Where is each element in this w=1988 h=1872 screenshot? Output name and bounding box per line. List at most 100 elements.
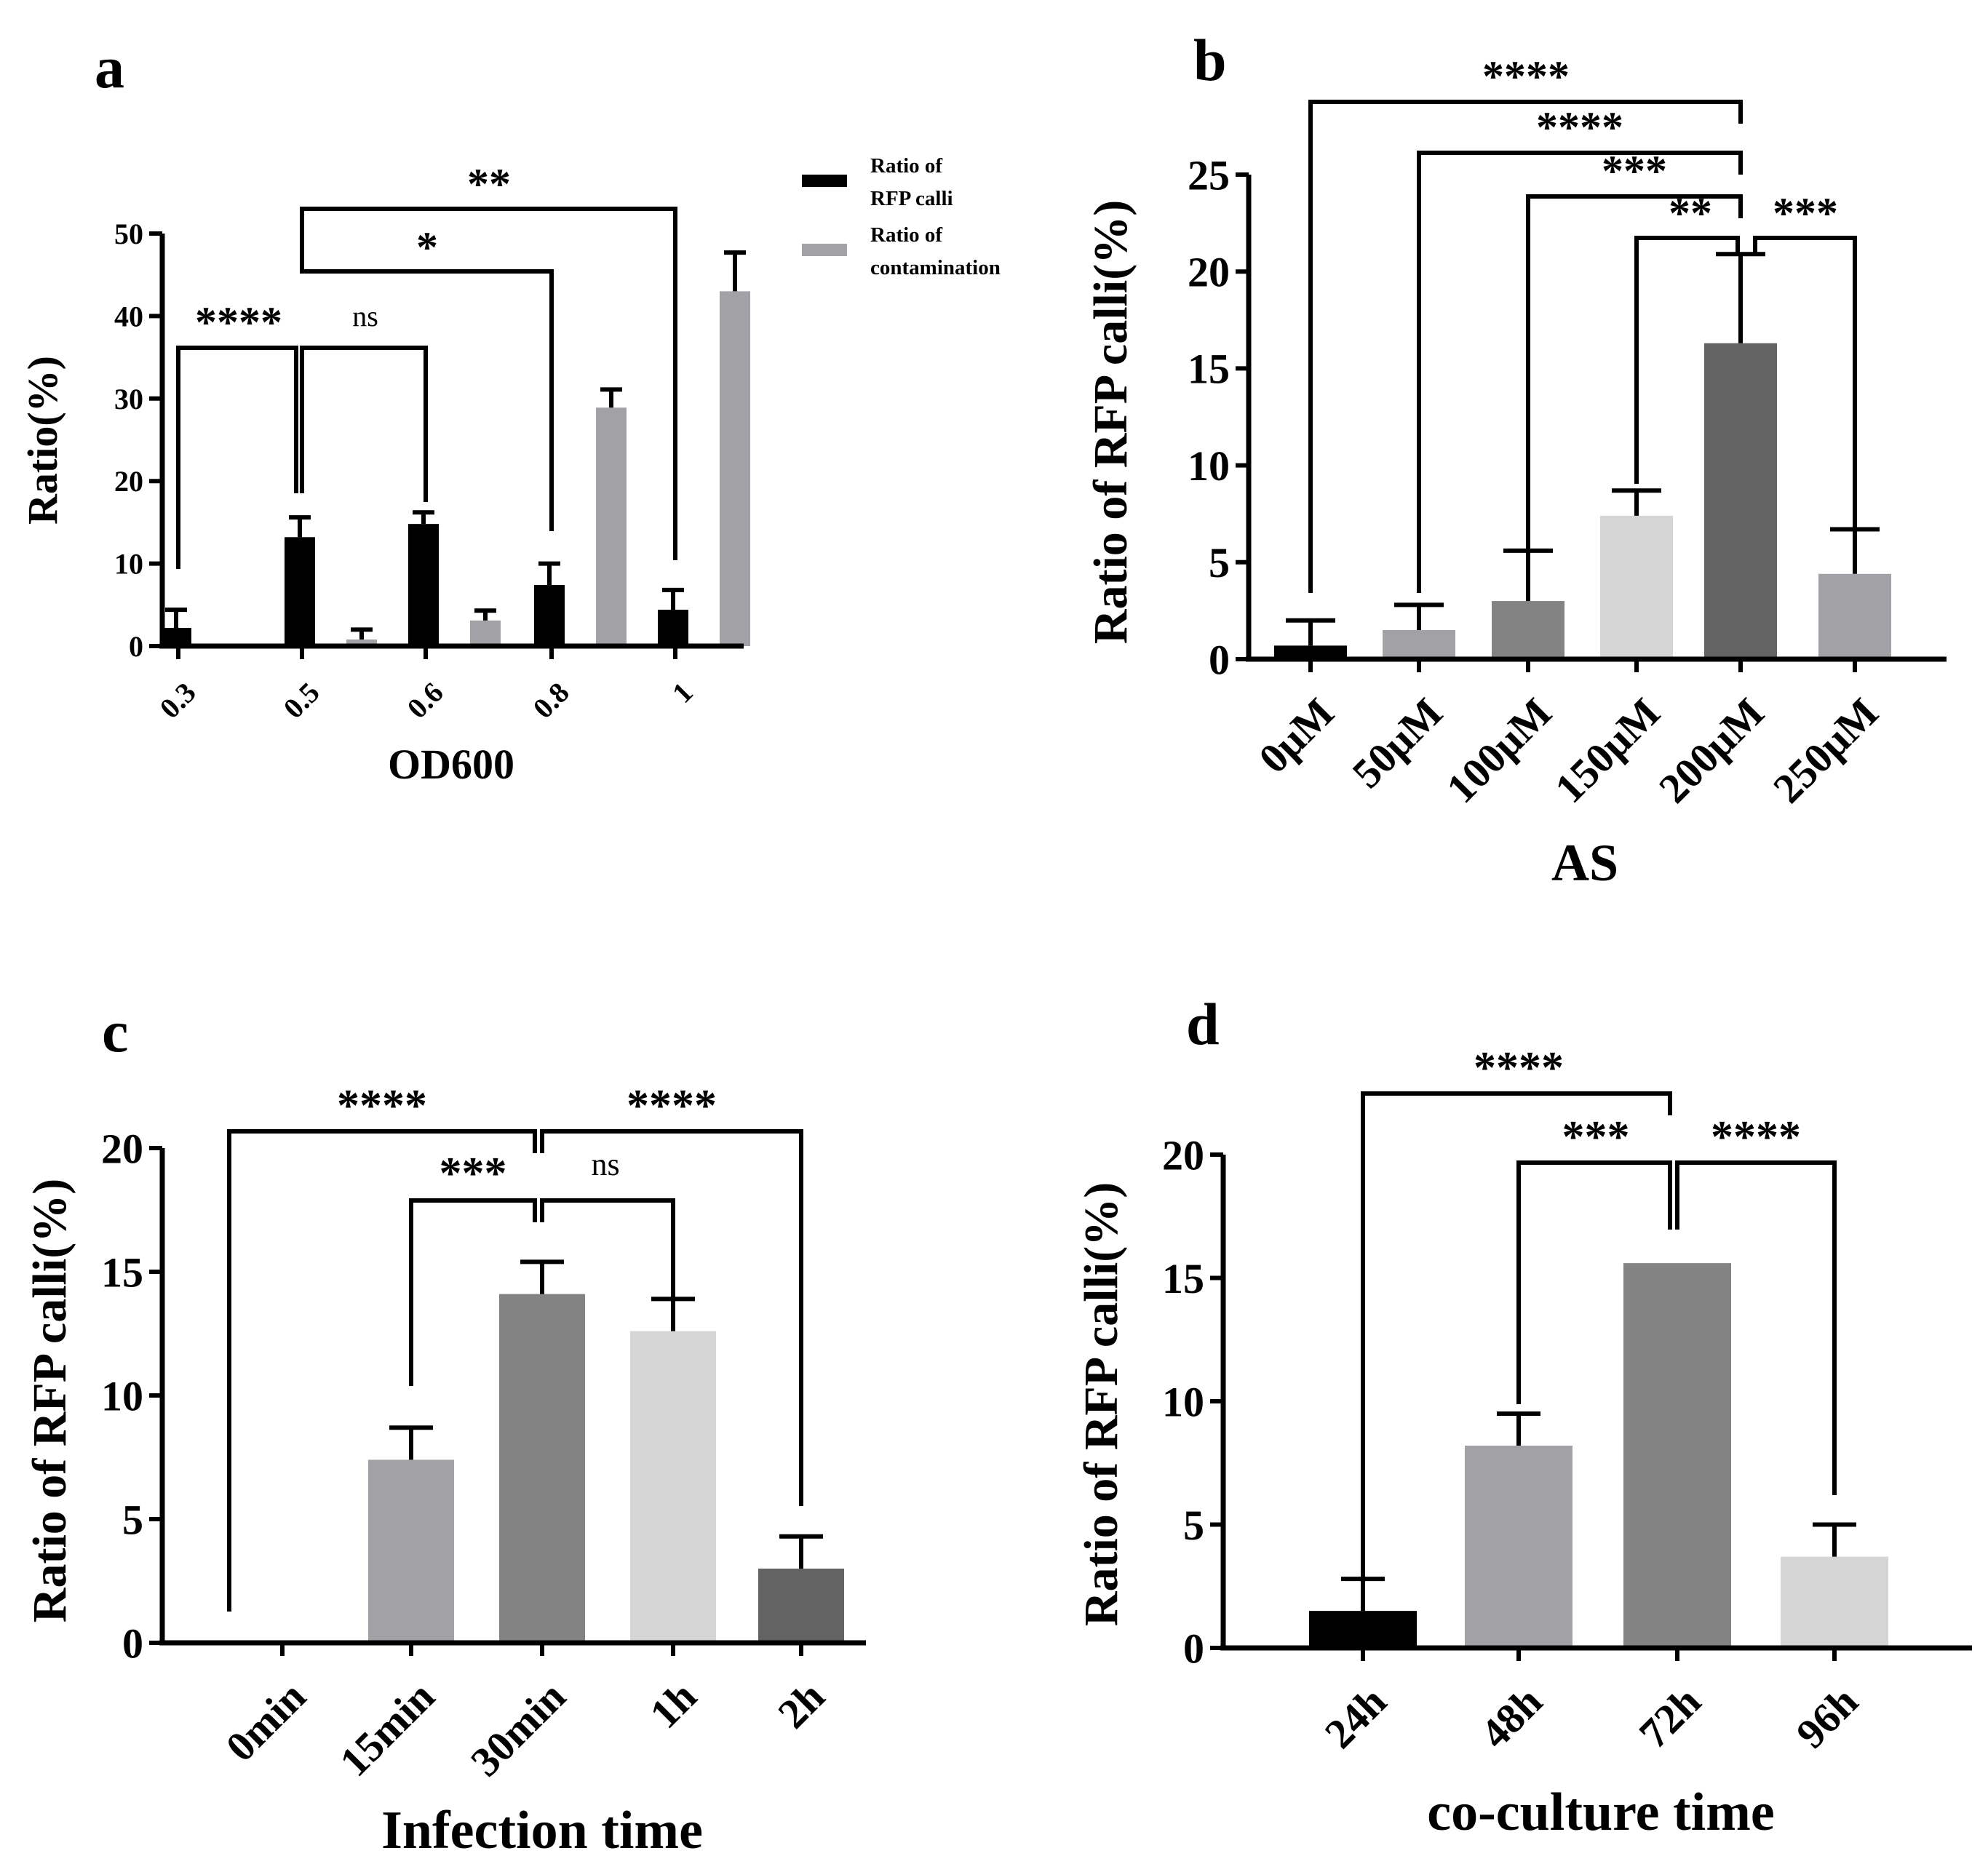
x-tick-label: 1 [666,676,699,709]
x-tick-label: 15min [330,1673,443,1785]
x-tick-label: 0μM [1249,689,1343,782]
sig-c-4: ns [591,1147,619,1182]
panel-letter-a: a [95,34,124,100]
bar [630,1331,716,1643]
sig-b-2: **** [1536,103,1623,151]
x-tick-label: 0.8 [527,676,576,725]
bracket-d-1 [1361,1091,1672,1597]
x-tick-label: 30min [461,1673,574,1785]
bar [1274,645,1347,659]
panel-d-xlabel: co-culture time [1427,1783,1774,1842]
y-tick-label: 20 [101,1125,143,1172]
panel-c-plot: 0 5 10 15 20 0min 15min 30min 1h 2h [101,1125,844,1785]
bracket-c-2 [540,1129,803,1506]
x-tick-label: 72h [1630,1678,1710,1758]
x-tick-label: 200μM [1650,689,1773,812]
bar-contamination [470,620,501,646]
bar [499,1294,585,1643]
panel-b-ylabel: Ratio of RFP calli(%) [1084,200,1137,644]
bracket-a-4 [300,207,677,560]
panel-c-xlabel: Infection time [381,1801,703,1860]
panel-c-ylabel: Ratio of RFP calli(%) [23,1179,76,1622]
sig-a-4: ** [467,160,511,208]
panel-d: d 0 5 10 15 20 24h 48h 72h 96h Ratio of RFP call… [1075,991,1972,1842]
bracket-c-1 [227,1129,537,1612]
sig-b-4: ** [1669,189,1712,237]
bar [1383,630,1455,659]
panel-d-brackets [1361,1091,1837,1597]
y-tick-label: 40 [114,300,143,332]
sig-d-2: *** [1562,1112,1630,1162]
panel-a: a 0 10 20 30 40 50 0.3 0.5 0.6 0.8 1 Ratio(%) OD60… [19,34,1001,788]
x-tick-label: 0.3 [154,676,202,725]
bracket-b-1 [1308,100,1743,593]
y-tick-label: 5 [122,1496,143,1543]
panel-a-xlabel: OD600 [388,741,514,788]
sig-b-5: *** [1773,189,1838,237]
sig-d-3: **** [1711,1112,1801,1162]
bar [368,1459,454,1643]
bar-contamination [596,407,627,646]
y-tick-label: 10 [1162,1378,1204,1425]
bar [758,1569,844,1643]
sig-a-2: ns [352,300,378,332]
bar-rfp [161,628,191,646]
panel-letter-c: c [102,998,128,1064]
y-tick-label: 0 [122,1620,143,1667]
bar [1309,1611,1417,1648]
y-tick-label: 10 [101,1372,143,1419]
bracket-c-4 [540,1198,675,1299]
panel-a-ylabel: Ratio(%) [19,356,66,525]
legend-label-rfp-2: RFP calli [870,187,953,210]
bar-rfp [658,610,688,646]
x-tick-label: 150μM [1546,689,1669,812]
y-tick-label: 0 [129,630,143,663]
panel-letter-b: b [1193,27,1227,93]
y-tick-label: 10 [114,548,143,581]
y-tick-label: 30 [114,383,143,415]
panel-a-legend: Ratio of RFP calli Ratio of contaminatio… [802,154,1001,279]
x-tick-label: 96h [1787,1678,1867,1758]
bracket-c-3 [409,1198,537,1386]
sig-b-3: *** [1602,147,1667,195]
bar-rfp [285,537,315,646]
sig-b-1: **** [1482,52,1570,100]
sig-a-3: * [416,223,438,271]
x-tick-label: 250μM [1764,689,1887,812]
y-tick-label: 0 [1209,636,1230,683]
panel-letter-d: d [1186,991,1220,1057]
sig-c-2: **** [627,1081,717,1131]
bar-rfp [534,585,565,646]
y-tick-label: 10 [1188,442,1230,490]
y-tick-label: 15 [1188,346,1230,393]
y-tick-label: 15 [101,1248,143,1296]
bar [1704,343,1777,659]
bracket-b-5 [1753,236,1857,527]
bar [1781,1556,1888,1648]
bracket-a-2 [300,346,428,502]
x-tick-label: 50μM [1343,689,1452,797]
y-tick-label: 20 [1188,249,1230,296]
panel-d-ylabel: Ratio of RFP calli(%) [1075,1182,1128,1626]
panel-d-plot: 0 5 10 15 20 24h 48h 72h 96h [1162,1131,1888,1757]
bar [1492,601,1564,659]
y-tick-label: 15 [1162,1255,1204,1302]
legend-label-rfp-1: Ratio of [870,154,942,178]
panel-c-brackets [227,1129,803,1612]
y-tick-label: 20 [1162,1131,1204,1179]
y-tick-label: 25 [1188,151,1230,199]
y-tick-label: 0 [1183,1625,1204,1672]
panel-c: c 0 5 10 15 20 0min 15min 30min 1h 2h Ratio of RF… [23,998,866,1860]
bar [1818,573,1891,659]
y-tick-label: 50 [114,218,143,250]
bracket-d-3 [1675,1160,1837,1495]
x-tick-label: 1h [640,1673,705,1737]
sig-a-1: **** [195,298,282,346]
x-tick-label: 48h [1471,1678,1551,1758]
bracket-d-2 [1516,1160,1672,1404]
bar [1600,515,1673,659]
x-tick-label: 2h [768,1673,833,1737]
y-tick-label: 20 [114,465,143,498]
